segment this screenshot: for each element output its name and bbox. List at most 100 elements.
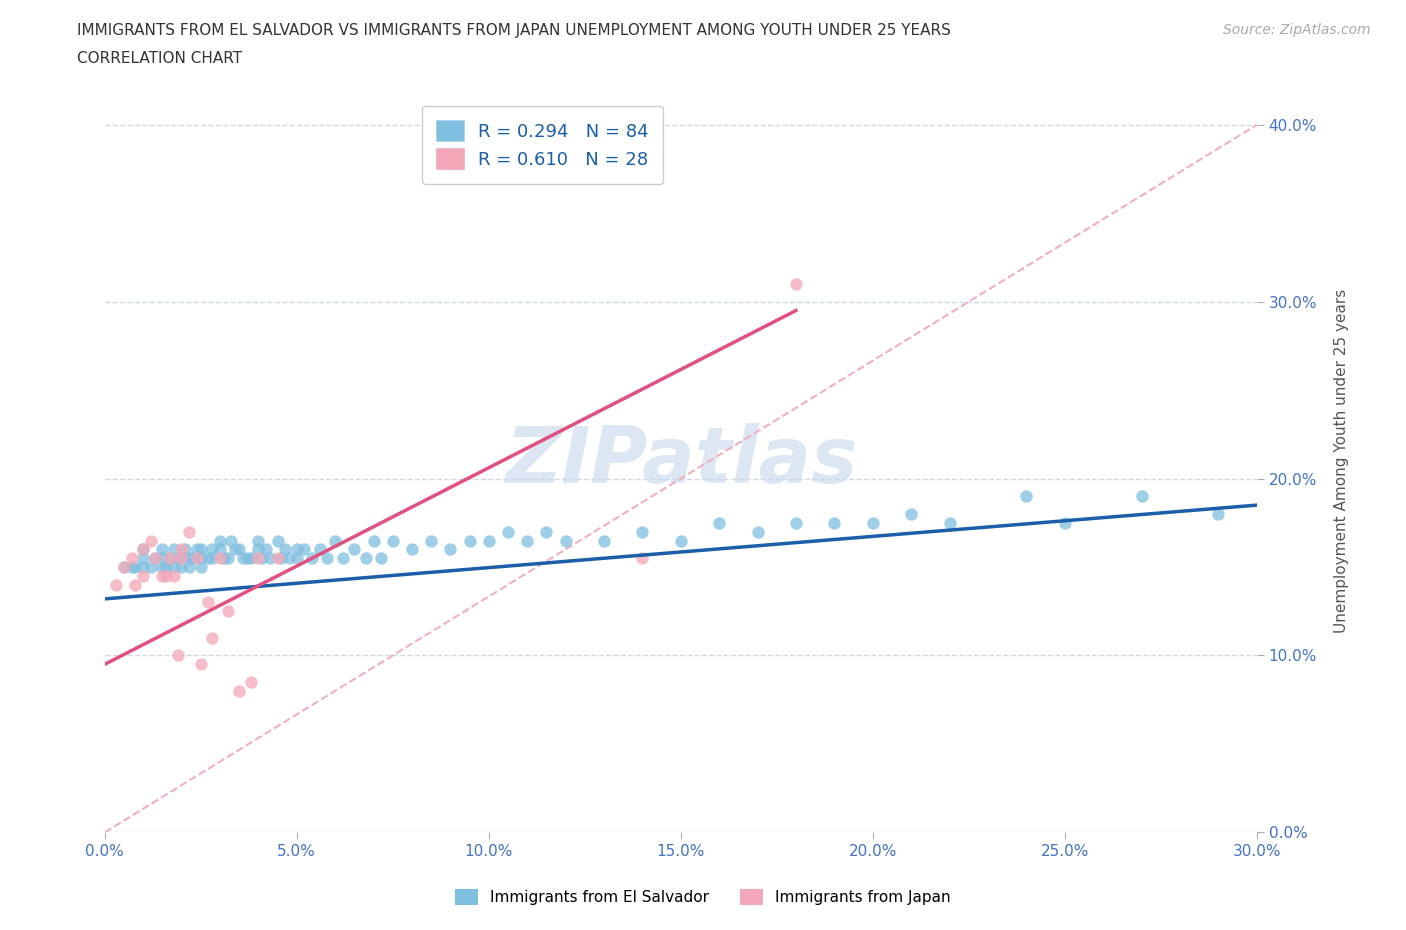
Legend: R = 0.294   N = 84, R = 0.610   N = 28: R = 0.294 N = 84, R = 0.610 N = 28 bbox=[422, 106, 664, 184]
Point bbox=[166, 648, 188, 663]
Point bbox=[155, 568, 177, 583]
Text: IMMIGRANTS FROM EL SALVADOR VS IMMIGRANTS FROM JAPAN UNEMPLOYMENT AMONG YOUTH UN: IMMIGRANTS FROM EL SALVADOR VS IMMIGRANT… bbox=[77, 23, 952, 38]
Point bbox=[112, 560, 135, 575]
Point bbox=[132, 542, 155, 557]
Point bbox=[139, 533, 162, 548]
Point bbox=[401, 542, 423, 557]
Point bbox=[170, 551, 193, 565]
Point bbox=[159, 551, 181, 565]
Point bbox=[363, 533, 385, 548]
Point bbox=[536, 525, 558, 539]
Point bbox=[124, 578, 146, 592]
Point bbox=[370, 551, 392, 565]
Point bbox=[343, 542, 366, 557]
Point bbox=[201, 551, 224, 565]
Point bbox=[785, 276, 807, 291]
Point bbox=[174, 542, 197, 557]
Point bbox=[186, 542, 208, 557]
Point bbox=[301, 551, 323, 565]
Point bbox=[170, 542, 193, 557]
Point bbox=[179, 525, 201, 539]
Point bbox=[170, 560, 193, 575]
Point bbox=[132, 542, 155, 557]
Point bbox=[208, 533, 231, 548]
Point bbox=[239, 551, 262, 565]
Point bbox=[554, 533, 576, 548]
Text: Source: ZipAtlas.com: Source: ZipAtlas.com bbox=[1223, 23, 1371, 37]
Point bbox=[278, 551, 301, 565]
Point bbox=[381, 533, 404, 548]
Point bbox=[266, 551, 288, 565]
Point bbox=[785, 515, 807, 530]
Point bbox=[232, 551, 254, 565]
Point bbox=[292, 542, 315, 557]
Point bbox=[266, 533, 288, 548]
Point bbox=[150, 551, 173, 565]
Point bbox=[166, 551, 188, 565]
Point bbox=[285, 551, 308, 565]
Point bbox=[228, 684, 250, 698]
Point bbox=[212, 551, 235, 565]
Point bbox=[112, 560, 135, 575]
Point bbox=[274, 542, 297, 557]
Text: ZIPatlas: ZIPatlas bbox=[505, 423, 856, 498]
Point bbox=[181, 551, 204, 565]
Y-axis label: Unemployment Among Youth under 25 years: Unemployment Among Youth under 25 years bbox=[1334, 289, 1348, 633]
Legend: Immigrants from El Salvador, Immigrants from Japan: Immigrants from El Salvador, Immigrants … bbox=[447, 882, 959, 913]
Point bbox=[217, 604, 239, 618]
Point bbox=[132, 568, 155, 583]
Point bbox=[1130, 489, 1153, 504]
Point bbox=[862, 515, 884, 530]
Point bbox=[208, 542, 231, 557]
Point bbox=[1208, 507, 1230, 522]
Point bbox=[259, 551, 281, 565]
Point bbox=[332, 551, 354, 565]
Point bbox=[308, 542, 330, 557]
Point bbox=[170, 551, 193, 565]
Point bbox=[155, 560, 177, 575]
Point bbox=[938, 515, 960, 530]
Point bbox=[159, 551, 181, 565]
Point bbox=[593, 533, 616, 548]
Point bbox=[516, 533, 538, 548]
Point bbox=[323, 533, 346, 548]
Point bbox=[150, 542, 173, 557]
Point bbox=[285, 542, 308, 557]
Point bbox=[197, 595, 219, 610]
Point bbox=[143, 551, 166, 565]
Point bbox=[224, 542, 246, 557]
Point bbox=[900, 507, 922, 522]
Point bbox=[217, 551, 239, 565]
Point bbox=[631, 525, 654, 539]
Point bbox=[270, 551, 292, 565]
Point bbox=[121, 551, 143, 565]
Point bbox=[132, 551, 155, 565]
Point bbox=[707, 515, 730, 530]
Point bbox=[190, 560, 212, 575]
Point bbox=[228, 542, 250, 557]
Point bbox=[236, 551, 259, 565]
Point bbox=[420, 533, 443, 548]
Point bbox=[254, 542, 277, 557]
Point bbox=[132, 560, 155, 575]
Point bbox=[124, 560, 146, 575]
Point bbox=[208, 551, 231, 565]
Point bbox=[458, 533, 481, 548]
Point bbox=[105, 578, 128, 592]
Point bbox=[496, 525, 519, 539]
Point bbox=[247, 542, 270, 557]
Text: CORRELATION CHART: CORRELATION CHART bbox=[77, 51, 242, 66]
Point bbox=[316, 551, 339, 565]
Point bbox=[186, 551, 208, 565]
Point bbox=[190, 551, 212, 565]
Point bbox=[439, 542, 461, 557]
Point bbox=[190, 657, 212, 671]
Point bbox=[121, 560, 143, 575]
Point bbox=[163, 560, 186, 575]
Point bbox=[354, 551, 377, 565]
Point bbox=[823, 515, 845, 530]
Point bbox=[150, 560, 173, 575]
Point bbox=[1015, 489, 1038, 504]
Point bbox=[150, 568, 173, 583]
Point bbox=[747, 525, 769, 539]
